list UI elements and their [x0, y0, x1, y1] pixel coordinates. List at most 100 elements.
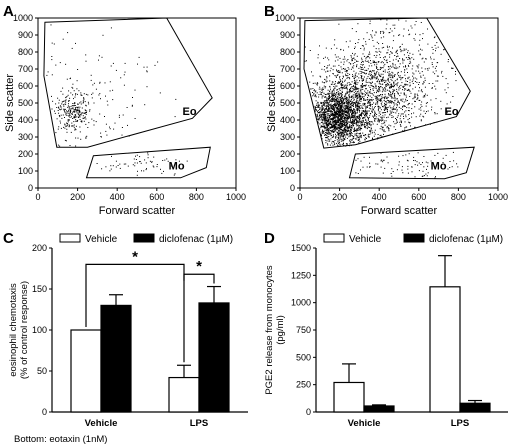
scatter-point [341, 116, 343, 118]
scatter-point [317, 116, 319, 118]
scatter-point [409, 96, 411, 97]
y-axis-title: Side scatter [4, 74, 16, 132]
scatter-point [355, 93, 357, 94]
scatter-point [350, 102, 352, 104]
scatter-point [377, 120, 379, 122]
scatter-point [364, 126, 365, 128]
scatter-point [403, 28, 405, 30]
scatter-point [342, 120, 344, 122]
scatter-point [337, 126, 339, 128]
scatter-point [356, 129, 358, 131]
scatter-point [336, 123, 338, 125]
scatter-point [379, 128, 381, 130]
y-tick-label: 150 [32, 284, 47, 294]
scatter-point [360, 124, 362, 126]
scatter-point [321, 81, 323, 83]
scatter-point [392, 72, 394, 74]
scatter-point [389, 46, 390, 48]
scatter-point [371, 37, 373, 39]
scatter-point [313, 92, 315, 94]
scatter-point [332, 118, 334, 120]
scatter-point [414, 160, 416, 162]
scatter-point [377, 61, 379, 63]
scatter-point [318, 112, 320, 114]
scatter-point [326, 100, 328, 102]
scatter-point [358, 96, 360, 98]
scatter-point [75, 94, 76, 96]
scatter-point [339, 89, 341, 91]
y-tick-label: 500 [280, 98, 295, 108]
scatter-point [349, 108, 351, 110]
scatter-point [416, 78, 418, 80]
scatter-point [369, 162, 371, 164]
scatter-point [376, 51, 378, 53]
scatter-point [77, 120, 78, 122]
scatter-point [324, 116, 326, 118]
scatter-point [352, 138, 354, 140]
scatter-point [356, 65, 357, 67]
scatter-point [367, 117, 369, 119]
scatter-point [372, 62, 374, 64]
scatter-point [423, 166, 425, 168]
scatter-point [71, 122, 73, 124]
scatter-point [369, 99, 371, 101]
scatter-point [384, 114, 386, 116]
scatter-point [101, 168, 103, 170]
scatter-point [452, 96, 454, 97]
scatter-point [134, 118, 136, 119]
x-tick-label: 800 [189, 192, 204, 202]
scatter-point [400, 125, 402, 127]
scatter-point [335, 114, 337, 116]
scatter-point [374, 112, 376, 114]
scatter-point [430, 160, 432, 162]
scatter-point [391, 52, 393, 54]
scatter-point [355, 81, 357, 83]
scatter-point [412, 75, 414, 77]
scatter-point [350, 130, 352, 132]
scatter-point [317, 118, 319, 120]
scatter-point [321, 111, 322, 113]
scatter-point [455, 73, 456, 75]
scatter-point [326, 136, 328, 138]
scatter-point [384, 82, 385, 83]
scatter-point [365, 92, 367, 93]
scatter-point [333, 84, 335, 85]
scatter-point [357, 112, 358, 114]
scatter-point [347, 116, 349, 118]
scatter-point [75, 120, 77, 122]
scatter-point [65, 63, 67, 65]
scatter-point [404, 127, 406, 129]
scatter-point [375, 74, 377, 75]
scatter-point [112, 89, 114, 91]
scatter-point [359, 110, 361, 112]
scatter-point [357, 135, 359, 137]
scatter-point [76, 88, 78, 90]
scatter-point [388, 90, 390, 92]
scatter-point [338, 133, 339, 135]
scatter-point [63, 108, 65, 110]
scatter-point [378, 95, 380, 97]
scatter-point [337, 89, 338, 91]
scatter-point [427, 165, 429, 167]
scatter-point [339, 99, 341, 101]
scatter-point [389, 100, 391, 102]
scatter-point [339, 76, 341, 78]
scatter-point [353, 112, 355, 114]
scatter-point [356, 83, 358, 85]
scatter-point [437, 80, 439, 82]
scatter-point [356, 91, 358, 93]
scatter-point [320, 109, 322, 111]
scatter-point [347, 75, 349, 77]
scatter-point [346, 118, 348, 119]
scatter-point [365, 58, 367, 60]
scatter-point [55, 103, 57, 105]
scatter-point [356, 120, 357, 122]
scatter-point [447, 59, 449, 60]
scatter-point [68, 114, 70, 116]
scatter-point [333, 105, 334, 107]
scatter-point [371, 93, 373, 95]
scatter-point [346, 137, 348, 139]
scatter-point [365, 120, 367, 121]
scatter-point [75, 109, 77, 111]
